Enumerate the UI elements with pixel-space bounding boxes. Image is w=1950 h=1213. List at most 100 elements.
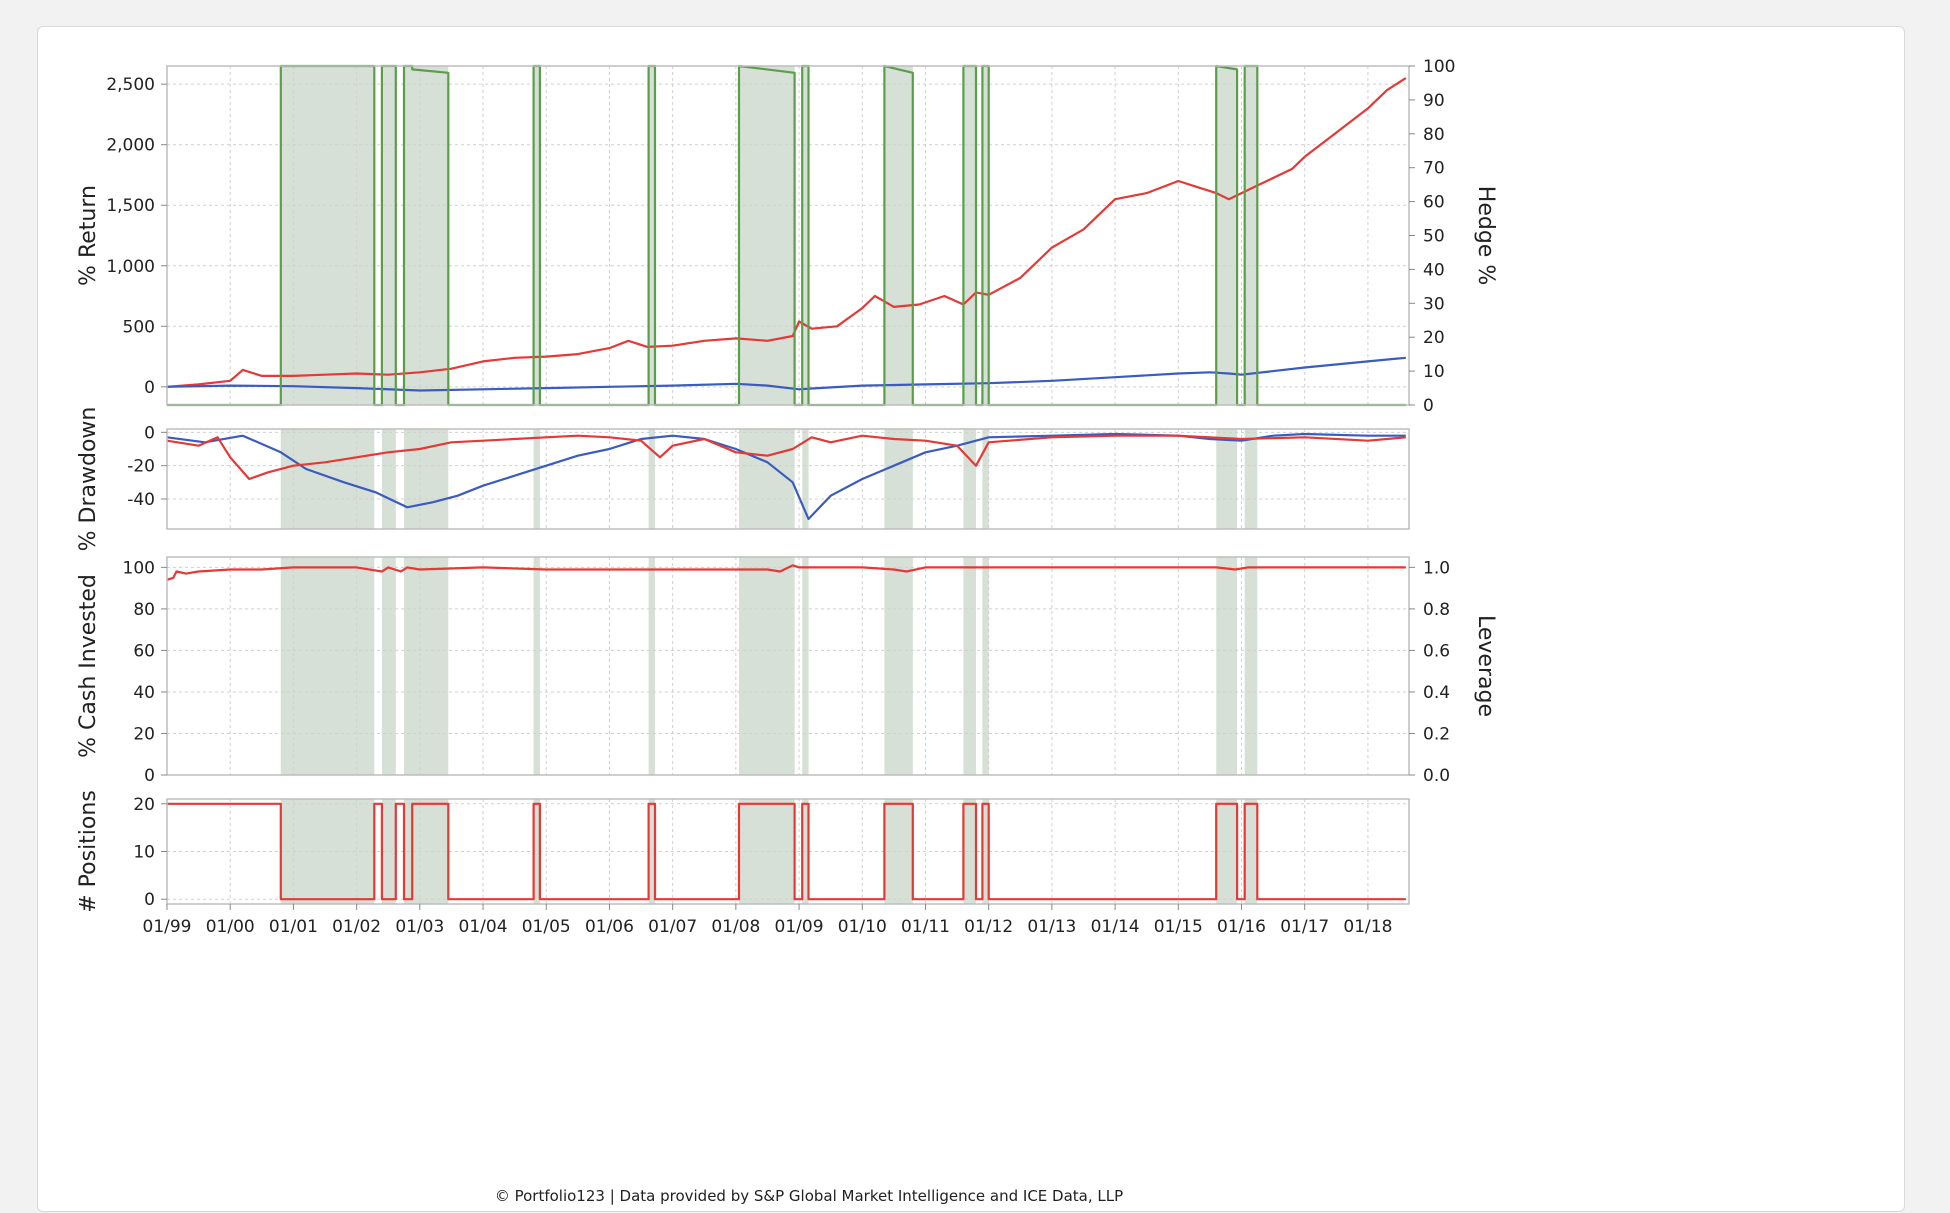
hedge-band bbox=[280, 799, 375, 904]
y-tick-label: 1,500 bbox=[106, 196, 155, 216]
y2-tick-label: 1.0 bbox=[1423, 558, 1450, 578]
y2-tick-label: 70 bbox=[1423, 159, 1445, 179]
hedge-band bbox=[381, 557, 396, 775]
hedge-band bbox=[1244, 557, 1258, 775]
x-tick-label: 01/12 bbox=[964, 917, 1013, 937]
y-tick-label: -20 bbox=[127, 457, 155, 477]
hedge-band bbox=[982, 429, 989, 529]
y-tick-label: 0 bbox=[144, 378, 155, 398]
hedge-band bbox=[1244, 799, 1258, 904]
y2-tick-label: 0.8 bbox=[1423, 600, 1450, 620]
y2-tick-label: 0.0 bbox=[1423, 766, 1450, 786]
y-tick-label: 2,500 bbox=[106, 75, 155, 95]
x-tick-label: 01/04 bbox=[459, 917, 508, 937]
y-tick-label: 40 bbox=[133, 683, 155, 703]
y-tick-label: 20 bbox=[133, 795, 155, 815]
y2-tick-label: 0.6 bbox=[1423, 641, 1450, 661]
hedge-band bbox=[648, 557, 655, 775]
x-tick-label: 01/17 bbox=[1280, 917, 1329, 937]
x-tick-label: 01/06 bbox=[585, 917, 634, 937]
y2-tick-label: 90 bbox=[1423, 91, 1445, 111]
x-tick-label: 01/05 bbox=[522, 917, 571, 937]
hedge-band bbox=[802, 557, 809, 775]
x-tick-label: 01/08 bbox=[711, 917, 760, 937]
y2-axis-label: Leverage bbox=[1473, 615, 1498, 717]
x-tick-label: 01/13 bbox=[1027, 917, 1076, 937]
y-axis-label: # Positions bbox=[76, 790, 101, 913]
hedge-band bbox=[963, 429, 977, 529]
y-tick-label: 0 bbox=[144, 890, 155, 910]
series-line-portfolio bbox=[166, 564, 1406, 581]
y2-tick-label: 10 bbox=[1423, 362, 1445, 382]
y2-tick-label: 20 bbox=[1423, 328, 1445, 348]
hedge-band bbox=[404, 557, 449, 775]
hedge-band bbox=[1216, 557, 1238, 775]
y2-tick-label: 80 bbox=[1423, 125, 1445, 145]
y2-axis-label: Hedge % bbox=[1473, 186, 1498, 285]
y-tick-label: 500 bbox=[123, 317, 155, 337]
x-tick-label: 01/16 bbox=[1217, 917, 1266, 937]
hedge-band bbox=[884, 66, 913, 405]
y2-tick-label: 30 bbox=[1423, 294, 1445, 314]
y2-tick-label: 40 bbox=[1423, 260, 1445, 280]
hedge-band bbox=[1216, 429, 1238, 529]
y2-tick-label: 60 bbox=[1423, 193, 1445, 213]
x-tick-label: 01/02 bbox=[332, 917, 381, 937]
hedge-band bbox=[739, 429, 795, 529]
hedge-band bbox=[884, 557, 913, 775]
x-tick-label: 01/10 bbox=[838, 917, 887, 937]
hedge-band bbox=[404, 429, 449, 529]
y-axis-label: % Drawdown bbox=[76, 407, 101, 552]
hedge-band bbox=[1216, 66, 1238, 405]
x-tick-label: 01/15 bbox=[1154, 917, 1203, 937]
hedge-band bbox=[963, 66, 977, 405]
y-tick-label: 1,000 bbox=[106, 257, 155, 277]
footer-credit: © Portfolio123 | Data provided by S&P Gl… bbox=[495, 1187, 1123, 1205]
hedge-shading-layer bbox=[280, 66, 1258, 904]
x-tick-label: 01/07 bbox=[648, 917, 697, 937]
x-tick-label: 01/18 bbox=[1343, 917, 1392, 937]
hedge-band bbox=[648, 66, 655, 405]
hedge-band bbox=[648, 429, 655, 529]
hedge-band bbox=[739, 66, 795, 405]
x-tick-label: 01/99 bbox=[143, 917, 192, 937]
y-tick-label: 10 bbox=[133, 843, 155, 863]
y-tick-label: 80 bbox=[133, 600, 155, 620]
hedge-band bbox=[404, 66, 449, 405]
y-axis-label: % Cash Invested bbox=[76, 574, 101, 758]
x-tick-label: 01/09 bbox=[775, 917, 824, 937]
hedge-band bbox=[280, 557, 375, 775]
y2-tick-label: 0 bbox=[1423, 396, 1434, 416]
hedge-band bbox=[982, 557, 989, 775]
hedge-band bbox=[802, 429, 809, 529]
hedge-band bbox=[280, 66, 375, 405]
hedge-band bbox=[533, 799, 540, 904]
hedge-band bbox=[280, 429, 375, 529]
x-tick-label: 01/00 bbox=[206, 917, 255, 937]
plot-frame bbox=[166, 428, 1410, 530]
y-tick-label: 20 bbox=[133, 724, 155, 744]
y2-tick-label: 50 bbox=[1423, 227, 1445, 247]
y-axis-label: % Return bbox=[76, 185, 101, 286]
series-line-portfolio bbox=[167, 802, 1406, 901]
series-line-portfolio bbox=[166, 434, 1406, 481]
hedge-band bbox=[1244, 429, 1258, 529]
series-line-benchmark bbox=[166, 356, 1406, 392]
y-tick-label: 0 bbox=[144, 423, 155, 443]
hedge-band bbox=[381, 429, 396, 529]
hedge-band bbox=[982, 66, 989, 405]
y-tick-label: 100 bbox=[123, 558, 155, 578]
y2-tick-label: 0.4 bbox=[1423, 683, 1450, 703]
plot-frame bbox=[166, 556, 1410, 776]
hedge-band bbox=[963, 799, 977, 904]
chart-card: 0 500 1,000 1,500 2,000 2,500% Return 0 10 20 30 4… bbox=[37, 26, 1905, 1212]
hedge-band bbox=[381, 66, 396, 405]
hedge-band bbox=[1244, 66, 1258, 405]
x-tick-label: 01/01 bbox=[269, 917, 318, 937]
y-tick-label: -40 bbox=[127, 490, 155, 510]
hedge-band bbox=[381, 799, 396, 904]
hedge-band bbox=[533, 429, 540, 529]
hedge-band bbox=[533, 557, 540, 775]
hedge-band bbox=[533, 66, 540, 405]
